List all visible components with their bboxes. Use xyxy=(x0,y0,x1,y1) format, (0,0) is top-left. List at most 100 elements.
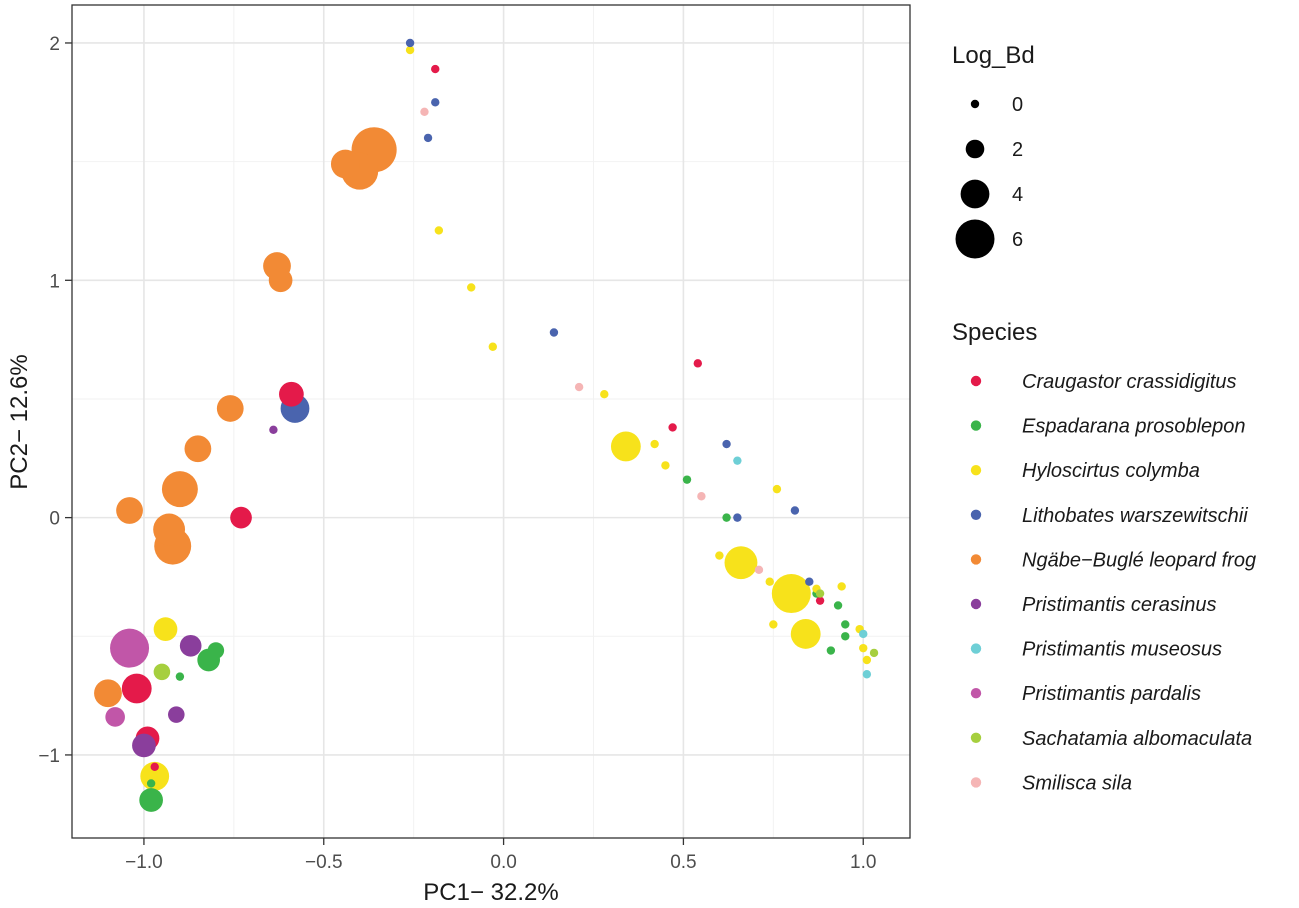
data-point xyxy=(610,431,641,462)
data-point xyxy=(724,546,758,580)
x-axis-title: PC1− 32.2% xyxy=(423,879,558,906)
data-point xyxy=(434,226,444,235)
data-point xyxy=(153,663,171,681)
size-legend-label: 4 xyxy=(1012,184,1023,206)
data-point xyxy=(668,423,677,432)
data-point xyxy=(423,133,433,143)
data-point xyxy=(722,439,731,449)
data-point xyxy=(405,45,415,55)
species-legend-label: Hyloscirtus colymba xyxy=(1022,460,1200,482)
y-axis-title: PC2− 12.6% xyxy=(6,354,33,489)
species-legend-key xyxy=(970,465,982,476)
data-point xyxy=(161,471,198,508)
data-point xyxy=(826,646,836,655)
species-legend-label: Ngäbe−Buglé leopard frog xyxy=(1022,549,1256,571)
data-point xyxy=(805,577,814,586)
data-point xyxy=(722,513,731,522)
species-legend-title: Species xyxy=(952,319,1037,346)
data-point xyxy=(146,779,156,788)
data-point xyxy=(179,634,202,657)
size-legend-label: 0 xyxy=(1012,94,1023,116)
data-point xyxy=(790,618,821,649)
species-legend-label: Pristimantis cerasinus xyxy=(1022,594,1217,616)
data-point xyxy=(733,456,742,465)
data-point xyxy=(431,64,440,74)
data-point xyxy=(110,628,150,668)
data-point xyxy=(175,672,185,681)
data-point xyxy=(184,435,212,463)
species-legend-key xyxy=(970,643,982,654)
plot-panel-border xyxy=(71,4,911,839)
species-legend-key xyxy=(970,732,982,743)
data-point xyxy=(216,395,244,422)
data-point xyxy=(715,551,724,560)
data-point xyxy=(269,425,278,435)
data-point xyxy=(431,98,440,107)
data-point xyxy=(230,506,252,529)
size-legend: Log_Bd 0 2 4 6 xyxy=(952,42,1035,259)
points-layer xyxy=(94,38,879,812)
data-point xyxy=(815,596,825,605)
data-point xyxy=(837,582,846,591)
data-point xyxy=(650,439,659,449)
data-point xyxy=(330,149,360,179)
data-point xyxy=(771,574,811,614)
data-point xyxy=(150,762,159,772)
species-legend-key xyxy=(970,375,982,387)
axes-layer: −1.0 −0.5 0.0 0.5 1.0 −1 0 1 2 xyxy=(38,34,876,873)
size-legend-key xyxy=(970,99,980,109)
data-point xyxy=(765,577,774,586)
data-point xyxy=(116,497,143,524)
size-legend-key xyxy=(960,179,990,209)
y-tick-label: 1 xyxy=(49,271,60,292)
data-point xyxy=(121,673,152,704)
data-point xyxy=(661,461,670,470)
data-point xyxy=(862,655,872,665)
data-point xyxy=(153,513,186,546)
size-legend-key xyxy=(965,139,985,159)
species-legend-label: Smilisca sila xyxy=(1022,772,1132,794)
species-legend-entries: Craugastor crassidigitus Espadarana proso… xyxy=(970,371,1256,794)
size-legend-key xyxy=(955,219,995,259)
data-point xyxy=(859,643,868,653)
species-legend-key xyxy=(970,554,982,565)
data-point xyxy=(869,648,879,658)
size-legend-label: 6 xyxy=(1012,229,1023,251)
data-point xyxy=(733,513,742,522)
data-point xyxy=(549,328,559,337)
y-tick-label: 0 xyxy=(49,509,60,530)
data-point xyxy=(859,629,868,639)
data-point xyxy=(207,642,225,659)
plot-panel xyxy=(72,5,910,838)
data-point xyxy=(405,38,415,48)
data-point xyxy=(279,381,304,407)
data-point xyxy=(94,679,122,708)
data-point xyxy=(697,492,706,501)
y-tick-label: 2 xyxy=(49,34,60,55)
species-legend-label: Craugastor crassidigitus xyxy=(1022,371,1237,393)
size-legend-title: Log_Bd xyxy=(952,42,1035,69)
species-legend-key xyxy=(970,777,982,788)
data-point xyxy=(139,788,163,812)
y-tick-label: −1 xyxy=(38,746,60,767)
data-point xyxy=(769,620,778,629)
x-tick-label: −0.5 xyxy=(305,852,343,873)
data-point xyxy=(841,620,850,629)
data-point xyxy=(153,617,178,642)
species-legend-label: Espadarana prosoblepon xyxy=(1022,416,1246,438)
species-legend-key xyxy=(970,420,982,431)
x-tick-label: 1.0 xyxy=(850,852,876,873)
data-point xyxy=(790,506,800,515)
data-point xyxy=(488,342,497,351)
data-point xyxy=(815,589,825,598)
species-legend-label: Pristimantis museosus xyxy=(1022,639,1222,661)
data-point xyxy=(600,390,609,399)
data-point xyxy=(841,632,850,641)
x-tick-label: −1.0 xyxy=(125,852,163,873)
data-point xyxy=(420,107,429,116)
data-point xyxy=(682,475,692,484)
data-point xyxy=(105,707,125,727)
species-legend-key xyxy=(970,598,982,610)
species-legend-label: Pristimantis pardalis xyxy=(1022,683,1201,705)
